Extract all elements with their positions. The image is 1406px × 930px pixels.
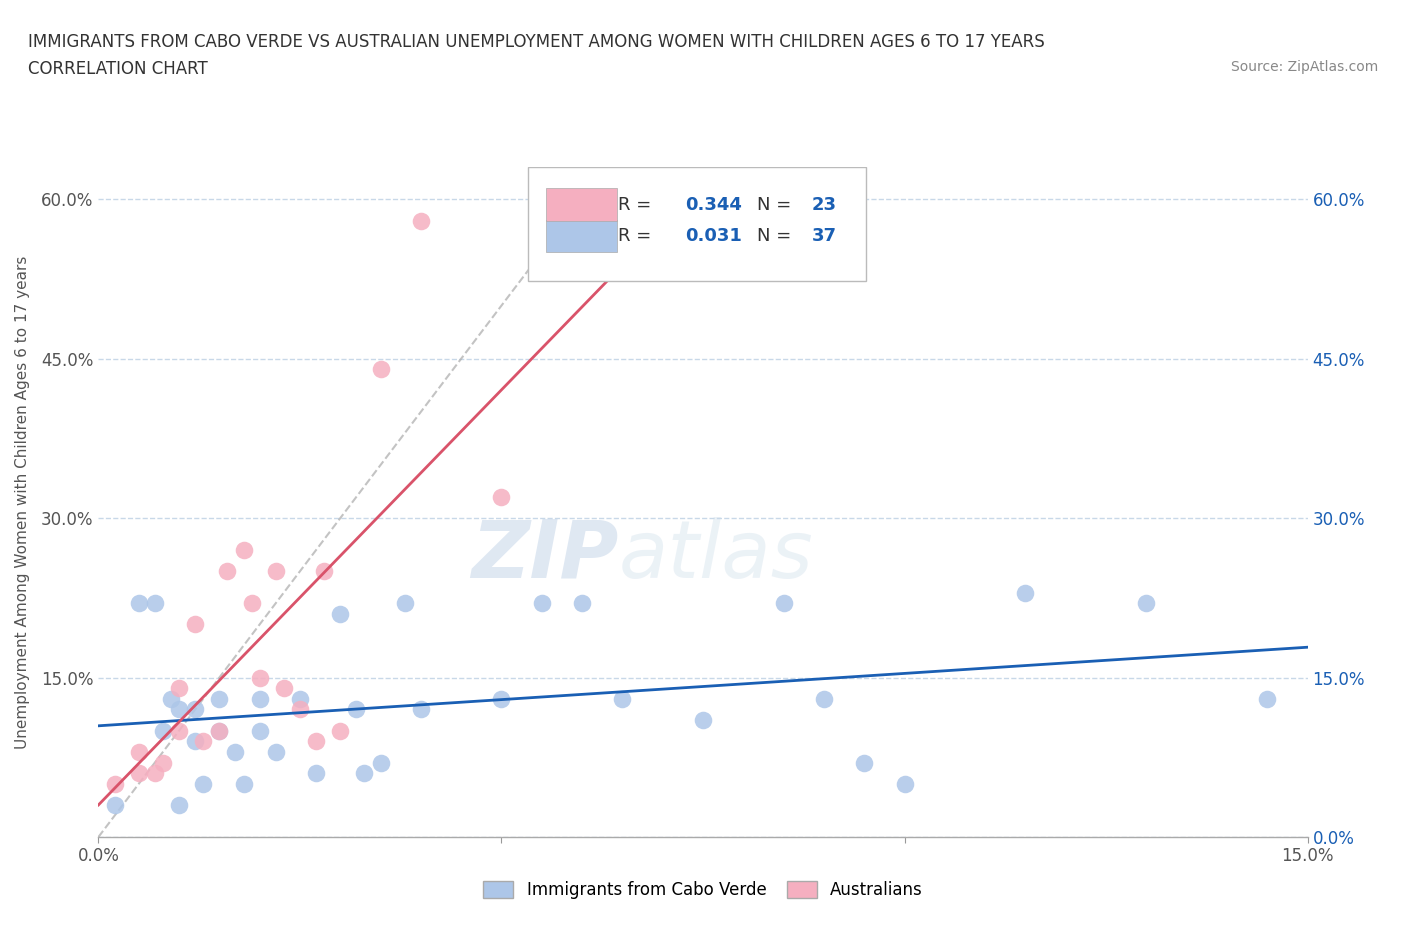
Point [772, 596, 794, 611]
Point [1135, 596, 1157, 611]
Point [394, 596, 416, 611]
Point [692, 712, 714, 727]
Legend: Immigrants from Cabo Verde, Australians: Immigrants from Cabo Verde, Australians [477, 874, 929, 906]
Point [409, 213, 432, 228]
Point [167, 724, 190, 738]
Text: IMMIGRANTS FROM CABO VERDE VS AUSTRALIAN UNEMPLOYMENT AMONG WOMEN WITH CHILDREN : IMMIGRANTS FROM CABO VERDE VS AUSTRALIAN… [28, 33, 1045, 50]
Point [853, 755, 876, 770]
Text: 0.344: 0.344 [685, 195, 742, 214]
FancyBboxPatch shape [527, 167, 866, 281]
Point [193, 734, 215, 749]
FancyBboxPatch shape [546, 219, 617, 252]
Text: ZIP: ZIP [471, 517, 619, 595]
Text: 23: 23 [811, 195, 837, 214]
Point [167, 702, 190, 717]
Text: R =: R = [619, 227, 658, 245]
Point [217, 564, 239, 578]
Point [409, 702, 432, 717]
Text: CORRELATION CHART: CORRELATION CHART [28, 60, 208, 78]
Point [208, 724, 231, 738]
Point [208, 724, 231, 738]
Point [143, 765, 166, 780]
Point [167, 798, 190, 813]
Point [240, 596, 263, 611]
Point [103, 777, 125, 791]
Text: N =: N = [758, 195, 797, 214]
Point [264, 745, 287, 760]
Point [184, 702, 207, 717]
Point [249, 724, 271, 738]
Point [232, 777, 254, 791]
Point [273, 681, 295, 696]
Point [491, 489, 513, 504]
Point [305, 734, 328, 749]
Point [329, 724, 352, 738]
Point [288, 702, 311, 717]
Point [184, 617, 207, 631]
Point [249, 671, 271, 685]
Point [128, 765, 150, 780]
Point [128, 745, 150, 760]
Y-axis label: Unemployment Among Women with Children Ages 6 to 17 years: Unemployment Among Women with Children A… [15, 256, 30, 749]
Point [1014, 585, 1036, 600]
Point [152, 724, 174, 738]
Point [152, 755, 174, 770]
Point [571, 596, 593, 611]
Point [224, 745, 246, 760]
Text: R =: R = [619, 195, 658, 214]
Point [370, 362, 392, 377]
Text: 0.031: 0.031 [685, 227, 742, 245]
Point [249, 691, 271, 706]
Text: atlas: atlas [619, 517, 813, 595]
Point [314, 564, 336, 578]
Point [353, 765, 375, 780]
Point [128, 596, 150, 611]
Point [184, 734, 207, 749]
Point [893, 777, 915, 791]
Text: N =: N = [758, 227, 797, 245]
FancyBboxPatch shape [546, 188, 617, 221]
Point [344, 702, 367, 717]
Text: 37: 37 [811, 227, 837, 245]
Point [491, 691, 513, 706]
Point [612, 691, 634, 706]
Point [370, 755, 392, 770]
Point [305, 765, 328, 780]
Point [193, 777, 215, 791]
Point [264, 564, 287, 578]
Point [329, 606, 352, 621]
Point [288, 691, 311, 706]
Point [1256, 691, 1278, 706]
Point [160, 691, 183, 706]
Point [813, 691, 835, 706]
Point [167, 681, 190, 696]
Point [530, 596, 553, 611]
Point [143, 596, 166, 611]
Text: Source: ZipAtlas.com: Source: ZipAtlas.com [1230, 60, 1378, 74]
Point [232, 542, 254, 557]
Point [103, 798, 125, 813]
Point [208, 691, 231, 706]
